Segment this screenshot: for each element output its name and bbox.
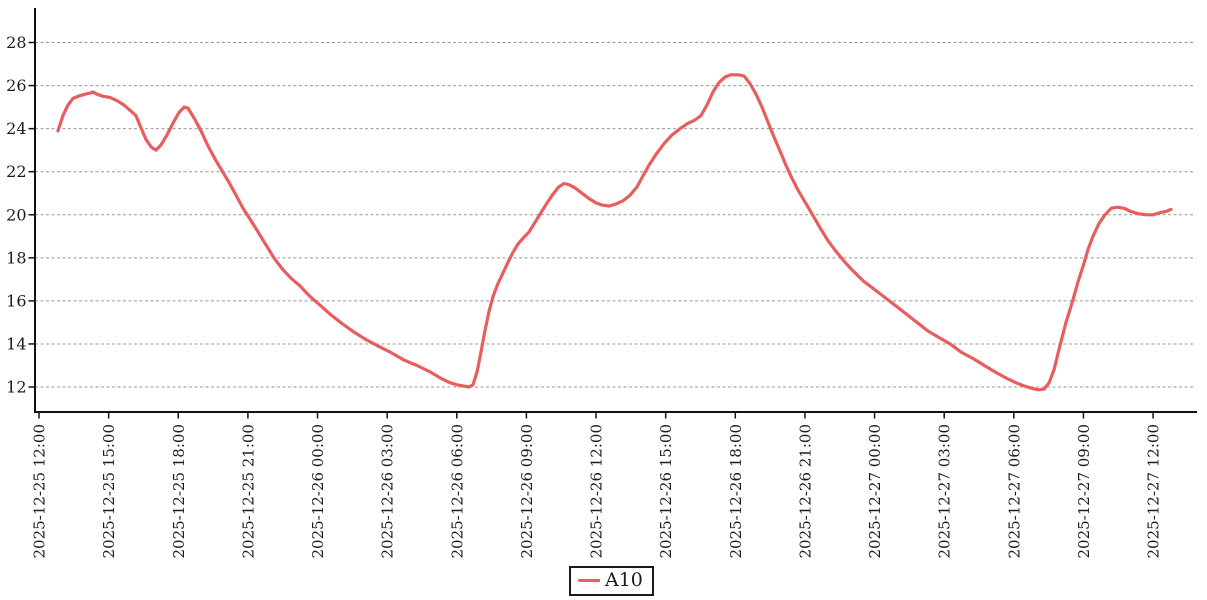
x-tick-label: 2025-12-25 15:00	[100, 424, 118, 558]
x-tick-label: 2025-12-27 03:00	[936, 424, 954, 558]
y-tick-label: 12	[6, 378, 26, 397]
x-tick-label: 2025-12-27 09:00	[1075, 424, 1093, 558]
x-tick-label: 2025-12-25 18:00	[170, 424, 188, 558]
x-tick-label: 2025-12-26 15:00	[657, 424, 675, 558]
x-tick-label: 2025-12-25 21:00	[239, 424, 257, 558]
series-line-A10	[56, 73, 1173, 392]
y-tick-label: 24	[6, 119, 26, 138]
y-tick-label: 26	[6, 76, 26, 95]
x-tick-label: 2025-12-26 18:00	[727, 424, 745, 558]
y-tick-label: 28	[6, 33, 26, 52]
x-tick-label: 2025-12-26 09:00	[518, 424, 536, 558]
y-tick-label: 16	[6, 291, 26, 310]
y-tick-label: 22	[6, 162, 26, 181]
x-tick-label: 2025-12-26 03:00	[379, 424, 397, 558]
y-tick-label: 20	[6, 205, 26, 224]
x-tick-label: 2025-12-26 12:00	[588, 424, 606, 558]
x-tick-label: 2025-12-27 12:00	[1145, 424, 1163, 558]
x-tick-label: 2025-12-26 21:00	[796, 424, 814, 558]
x-tick-label: 2025-12-26 00:00	[309, 424, 327, 558]
x-tick-label: 2025-12-27 00:00	[866, 424, 884, 558]
x-tick-label: 2025-12-25 12:00	[31, 424, 49, 558]
x-tick-label: 2025-12-26 06:00	[448, 424, 466, 558]
y-tick-label: 18	[6, 248, 26, 267]
legend: A10	[569, 566, 654, 596]
legend-series-label: A10	[605, 569, 643, 591]
y-tick-label: 14	[6, 334, 26, 353]
x-tick-label: 2025-12-27 06:00	[1005, 424, 1023, 558]
legend-line-swatch	[578, 578, 600, 582]
